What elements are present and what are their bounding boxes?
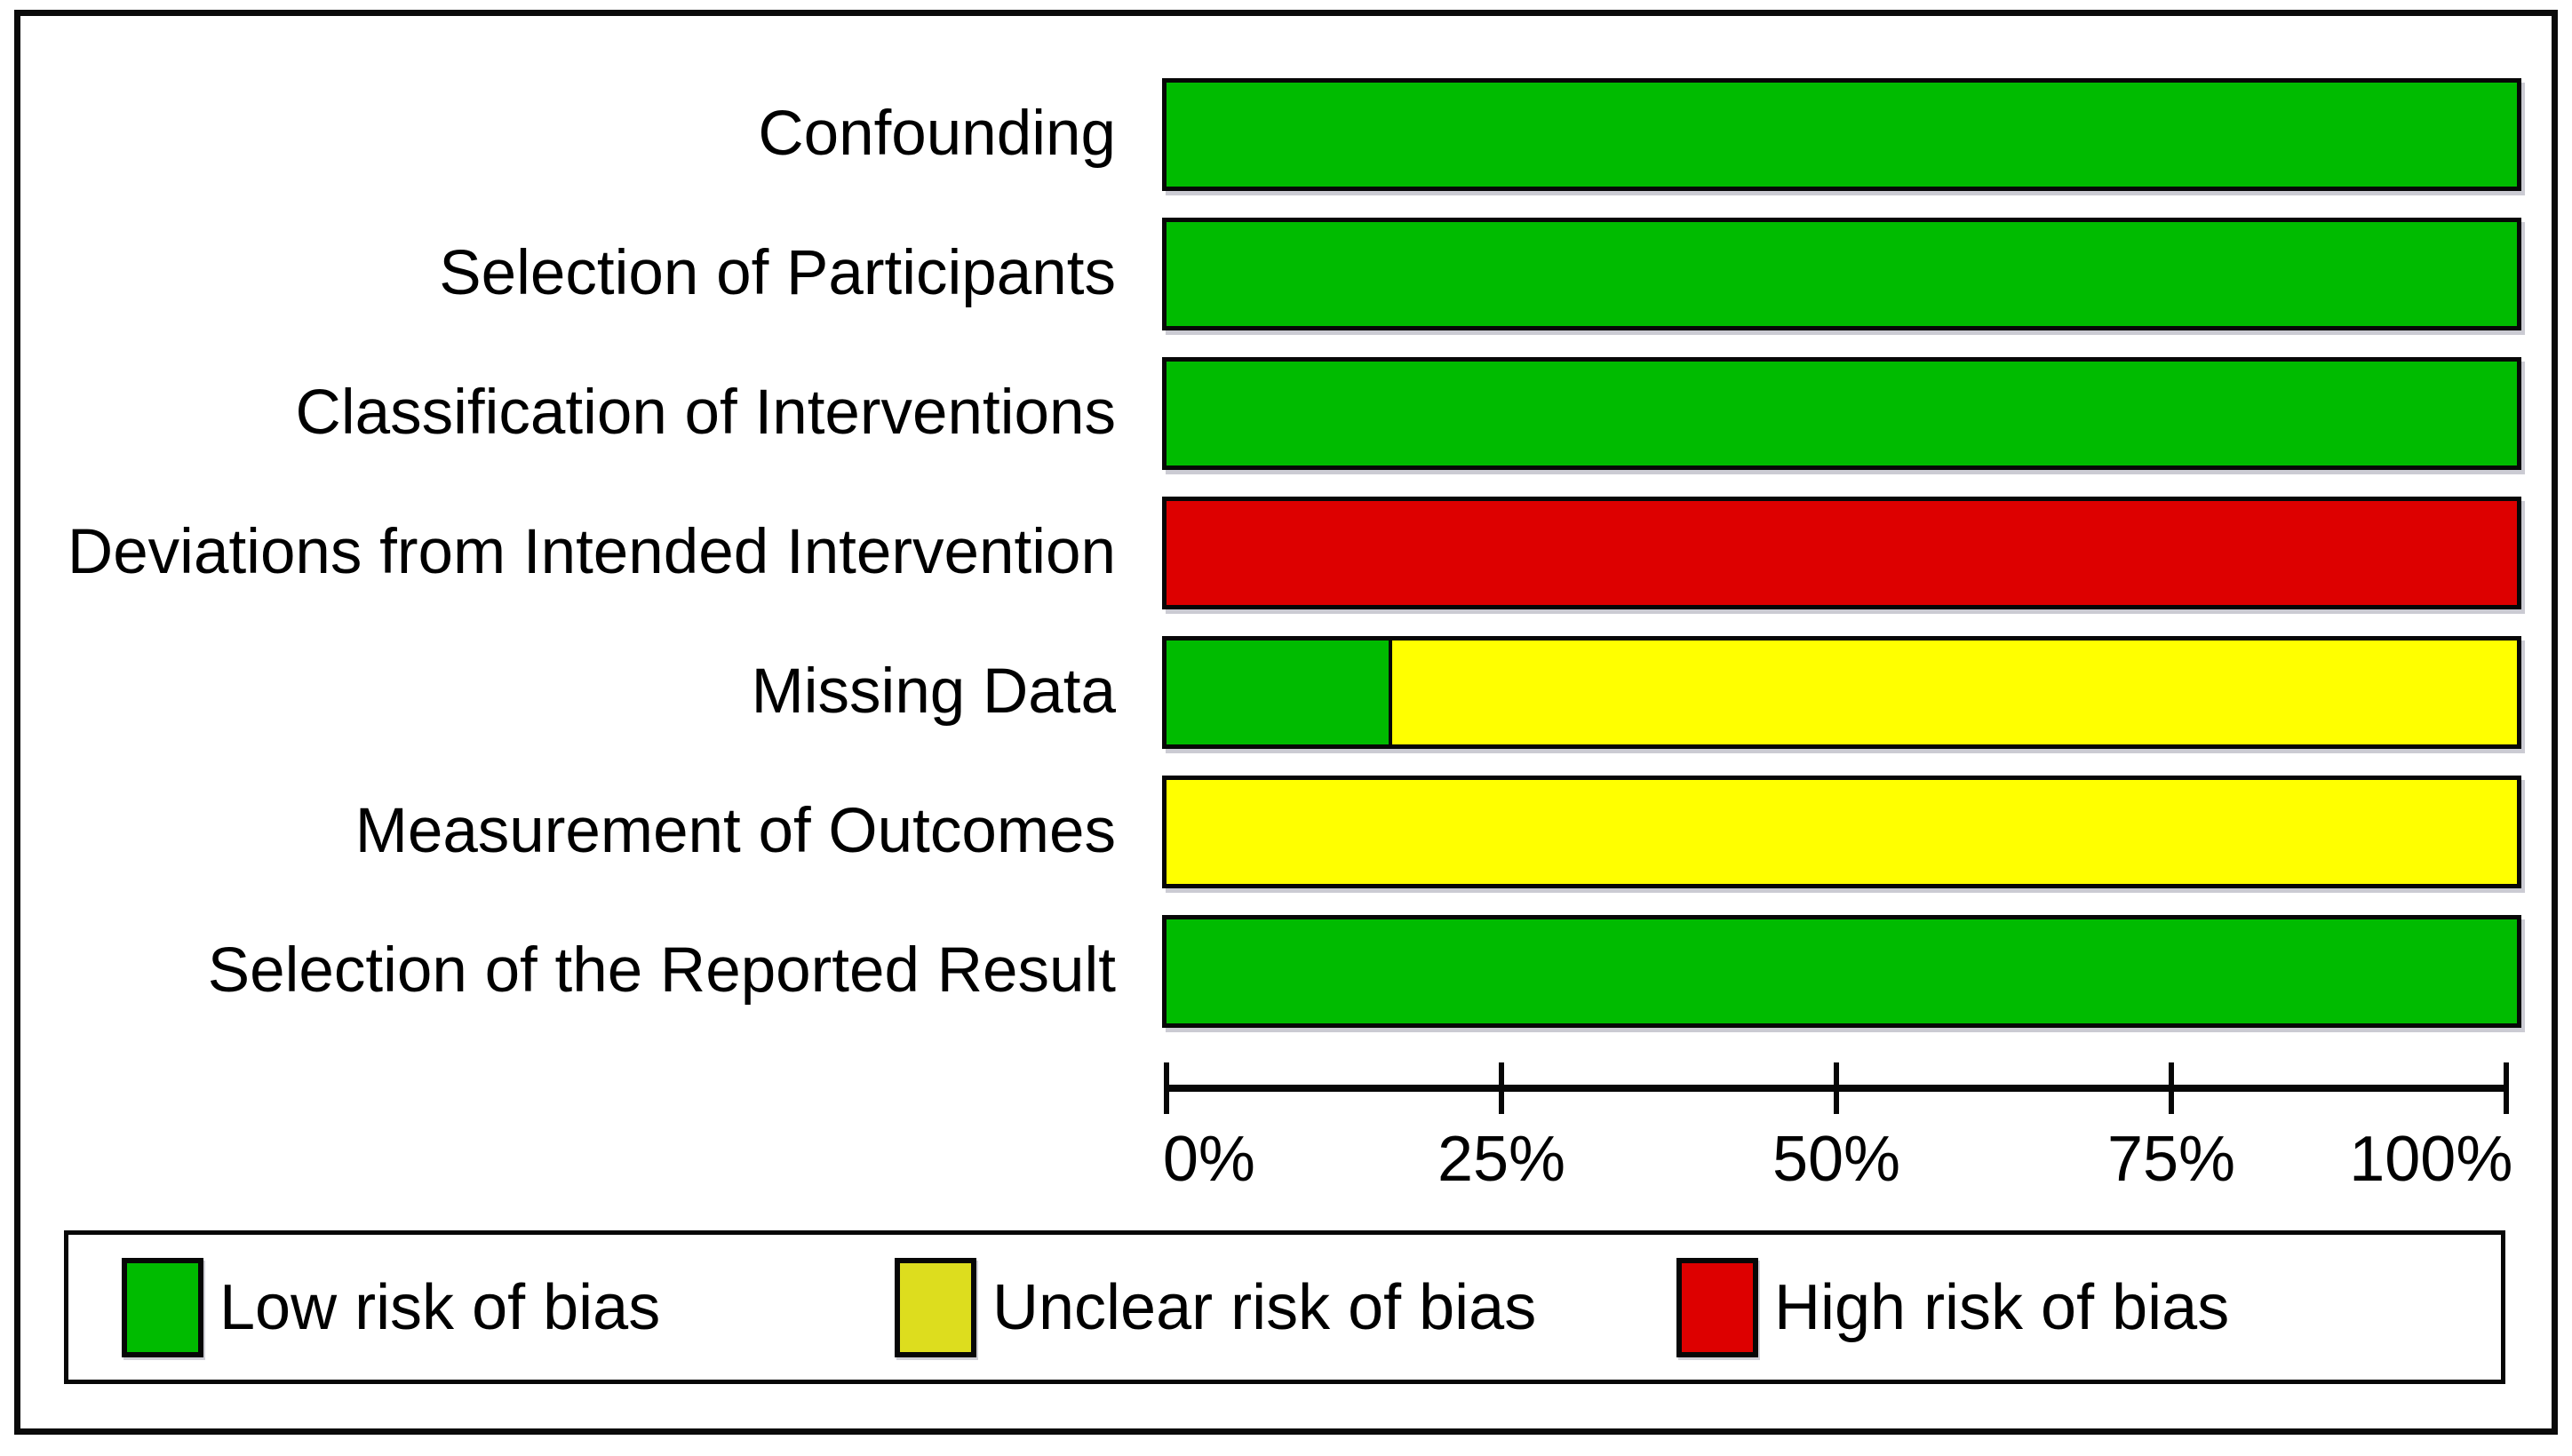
axis-tick [2169,1062,2174,1114]
axis-tick [1164,1062,1169,1114]
bar-missing-data [1162,636,2521,749]
legend: Low risk of bias Unclear risk of bias High… [64,1230,2505,1384]
bar-selection-of-the-reported-result [1162,915,2521,1028]
category-label-measurement-of-outcomes: Measurement of Outcomes [354,796,1116,867]
bar-segment-high-risk-of-bias [1167,501,2517,605]
bar-selection-of-participants [1162,218,2521,330]
legend-entry-unclear-risk-of-bias: Unclear risk of bias [895,1235,1536,1380]
x-axis: 0% 25% 50% 75% 100% [1163,1062,2512,1205]
bars-area: Confounding Selection of Participants Clas… [0,65,2521,1041]
chart-row: Missing Data [0,623,2521,762]
axis-tick-label: 50% [1772,1124,1901,1195]
legend-label-high-risk-of-bias: High risk of bias [1774,1271,2230,1343]
chart-row: Selection of the Reported Result [0,902,2521,1041]
bar-deviations-from-intended-intervention [1162,497,2521,609]
category-label-selection-of-participants: Selection of Participants [439,238,1116,309]
category-label-selection-of-the-reported-result: Selection of the Reported Result [207,935,1116,1006]
axis-tick [2504,1062,2509,1114]
bar-measurement-of-outcomes [1162,776,2521,888]
legend-swatch-high-risk-of-bias [1676,1257,1758,1357]
legend-entry-high-risk-of-bias: High risk of bias [1676,1235,2229,1380]
category-label-missing-data: Missing Data [751,656,1116,728]
category-label-confounding: Confounding [758,99,1116,170]
legend-swatch-low-risk-of-bias [122,1257,203,1357]
category-label-classification-of-interventions: Classification of Interventions [295,378,1116,449]
chart-row: Confounding [0,65,2521,204]
bar-segment-unclear-risk-of-bias [1167,780,2517,884]
bar-segment-unclear-risk-of-bias [1391,640,2517,744]
axis-tick [1499,1062,1504,1114]
axis-tick-label: 0% [1162,1124,1255,1195]
bar-segment-low-risk-of-bias [1167,640,1392,744]
bar-segment-low-risk-of-bias [1167,83,2517,187]
axis-tick-label: 25% [1437,1124,1566,1195]
legend-label-low-risk-of-bias: Low risk of bias [219,1271,661,1343]
category-label-deviations-from-intended-intervention: Deviations from Intended Intervention [67,517,1116,588]
bar-segment-low-risk-of-bias [1167,222,2517,326]
bar-confounding [1162,78,2521,191]
chart-row: Deviations from Intended Intervention [0,483,2521,623]
chart-row: Selection of Participants [0,204,2521,344]
legend-entry-low-risk-of-bias: Low risk of bias [122,1235,660,1380]
chart-row: Measurement of Outcomes [0,762,2521,902]
axis-tick [1834,1062,1839,1114]
bar-classification-of-interventions [1162,357,2521,470]
chart-row: Classification of Interventions [0,344,2521,483]
bar-segment-low-risk-of-bias [1167,919,2517,1023]
legend-label-unclear-risk-of-bias: Unclear risk of bias [992,1271,1537,1343]
axis-tick-label: 100% [2349,1124,2513,1195]
bar-segment-low-risk-of-bias [1167,362,2517,465]
axis-tick-label: 75% [2106,1124,2236,1195]
legend-swatch-unclear-risk-of-bias [895,1257,976,1357]
